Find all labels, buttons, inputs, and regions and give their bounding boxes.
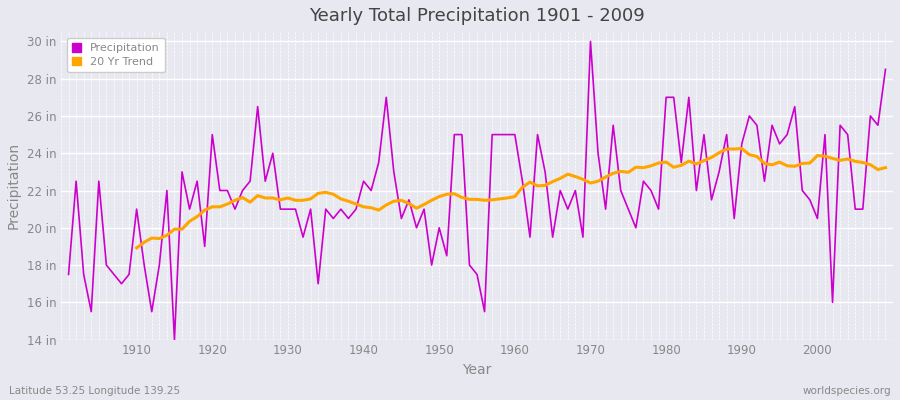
20 Yr Trend xyxy=(736,146,747,151)
Precipitation xyxy=(509,132,520,137)
Precipitation xyxy=(63,272,74,277)
Text: Latitude 53.25 Longitude 139.25: Latitude 53.25 Longitude 139.25 xyxy=(9,386,180,396)
20 Yr Trend xyxy=(850,159,860,164)
Line: 20 Yr Trend: 20 Yr Trend xyxy=(137,148,886,248)
Precipitation xyxy=(517,179,527,184)
20 Yr Trend xyxy=(131,246,142,250)
Precipitation xyxy=(123,272,134,277)
Legend: Precipitation, 20 Yr Trend: Precipitation, 20 Yr Trend xyxy=(67,38,166,72)
Precipitation xyxy=(585,39,596,44)
20 Yr Trend xyxy=(827,156,838,161)
Precipitation xyxy=(169,337,180,342)
20 Yr Trend xyxy=(517,185,527,190)
Line: Precipitation: Precipitation xyxy=(68,41,886,340)
Precipitation xyxy=(343,216,354,221)
Precipitation xyxy=(880,67,891,72)
20 Yr Trend xyxy=(880,165,891,170)
X-axis label: Year: Year xyxy=(463,363,491,377)
20 Yr Trend xyxy=(274,198,285,202)
Text: worldspecies.org: worldspecies.org xyxy=(803,386,891,396)
Precipitation xyxy=(298,235,309,240)
Title: Yearly Total Precipitation 1901 - 2009: Yearly Total Precipitation 1901 - 2009 xyxy=(309,7,645,25)
Precipitation xyxy=(616,188,626,193)
Y-axis label: Precipitation: Precipitation xyxy=(7,142,21,230)
20 Yr Trend xyxy=(305,196,316,201)
20 Yr Trend xyxy=(578,177,589,182)
